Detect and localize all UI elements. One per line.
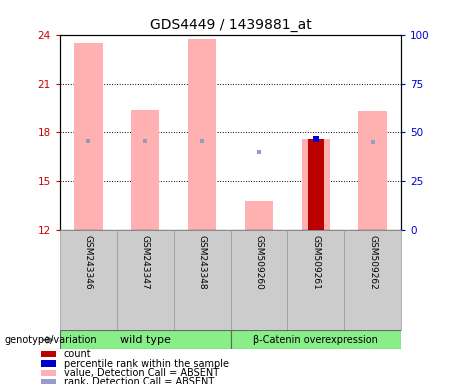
Text: GSM509262: GSM509262 (368, 235, 377, 290)
Text: GSM243348: GSM243348 (198, 235, 207, 290)
Bar (60, 330, 230, 349)
Bar (74, 43, 102, 230)
Text: GSM243346: GSM243346 (84, 235, 93, 290)
Bar (188, 40, 216, 230)
Text: wild type: wild type (120, 335, 171, 345)
Text: GSM509260: GSM509260 (254, 235, 263, 290)
Bar (41, 351, 56, 358)
Bar (358, 111, 387, 230)
Text: GSM509261: GSM509261 (311, 235, 320, 290)
Bar (301, 139, 330, 230)
Bar (230, 330, 401, 349)
Bar (174, 230, 230, 330)
Bar (230, 230, 287, 330)
Bar (344, 230, 401, 330)
Bar (41, 370, 56, 376)
Bar (308, 139, 324, 230)
Title: GDS4449 / 1439881_at: GDS4449 / 1439881_at (150, 18, 311, 32)
Text: count: count (64, 349, 92, 359)
Text: percentile rank within the sample: percentile rank within the sample (64, 359, 229, 369)
Text: rank, Detection Call = ABSENT: rank, Detection Call = ABSENT (64, 377, 214, 384)
Bar (117, 230, 174, 330)
Text: genotype/variation: genotype/variation (5, 335, 97, 345)
Bar (131, 110, 160, 230)
Bar (287, 230, 344, 330)
Text: GSM243347: GSM243347 (141, 235, 150, 290)
Bar (245, 201, 273, 230)
Text: β-Catenin overexpression: β-Catenin overexpression (254, 335, 378, 345)
Bar (41, 379, 56, 384)
Text: value, Detection Call = ABSENT: value, Detection Call = ABSENT (64, 368, 219, 378)
Bar (60, 230, 117, 330)
Bar (41, 361, 56, 367)
